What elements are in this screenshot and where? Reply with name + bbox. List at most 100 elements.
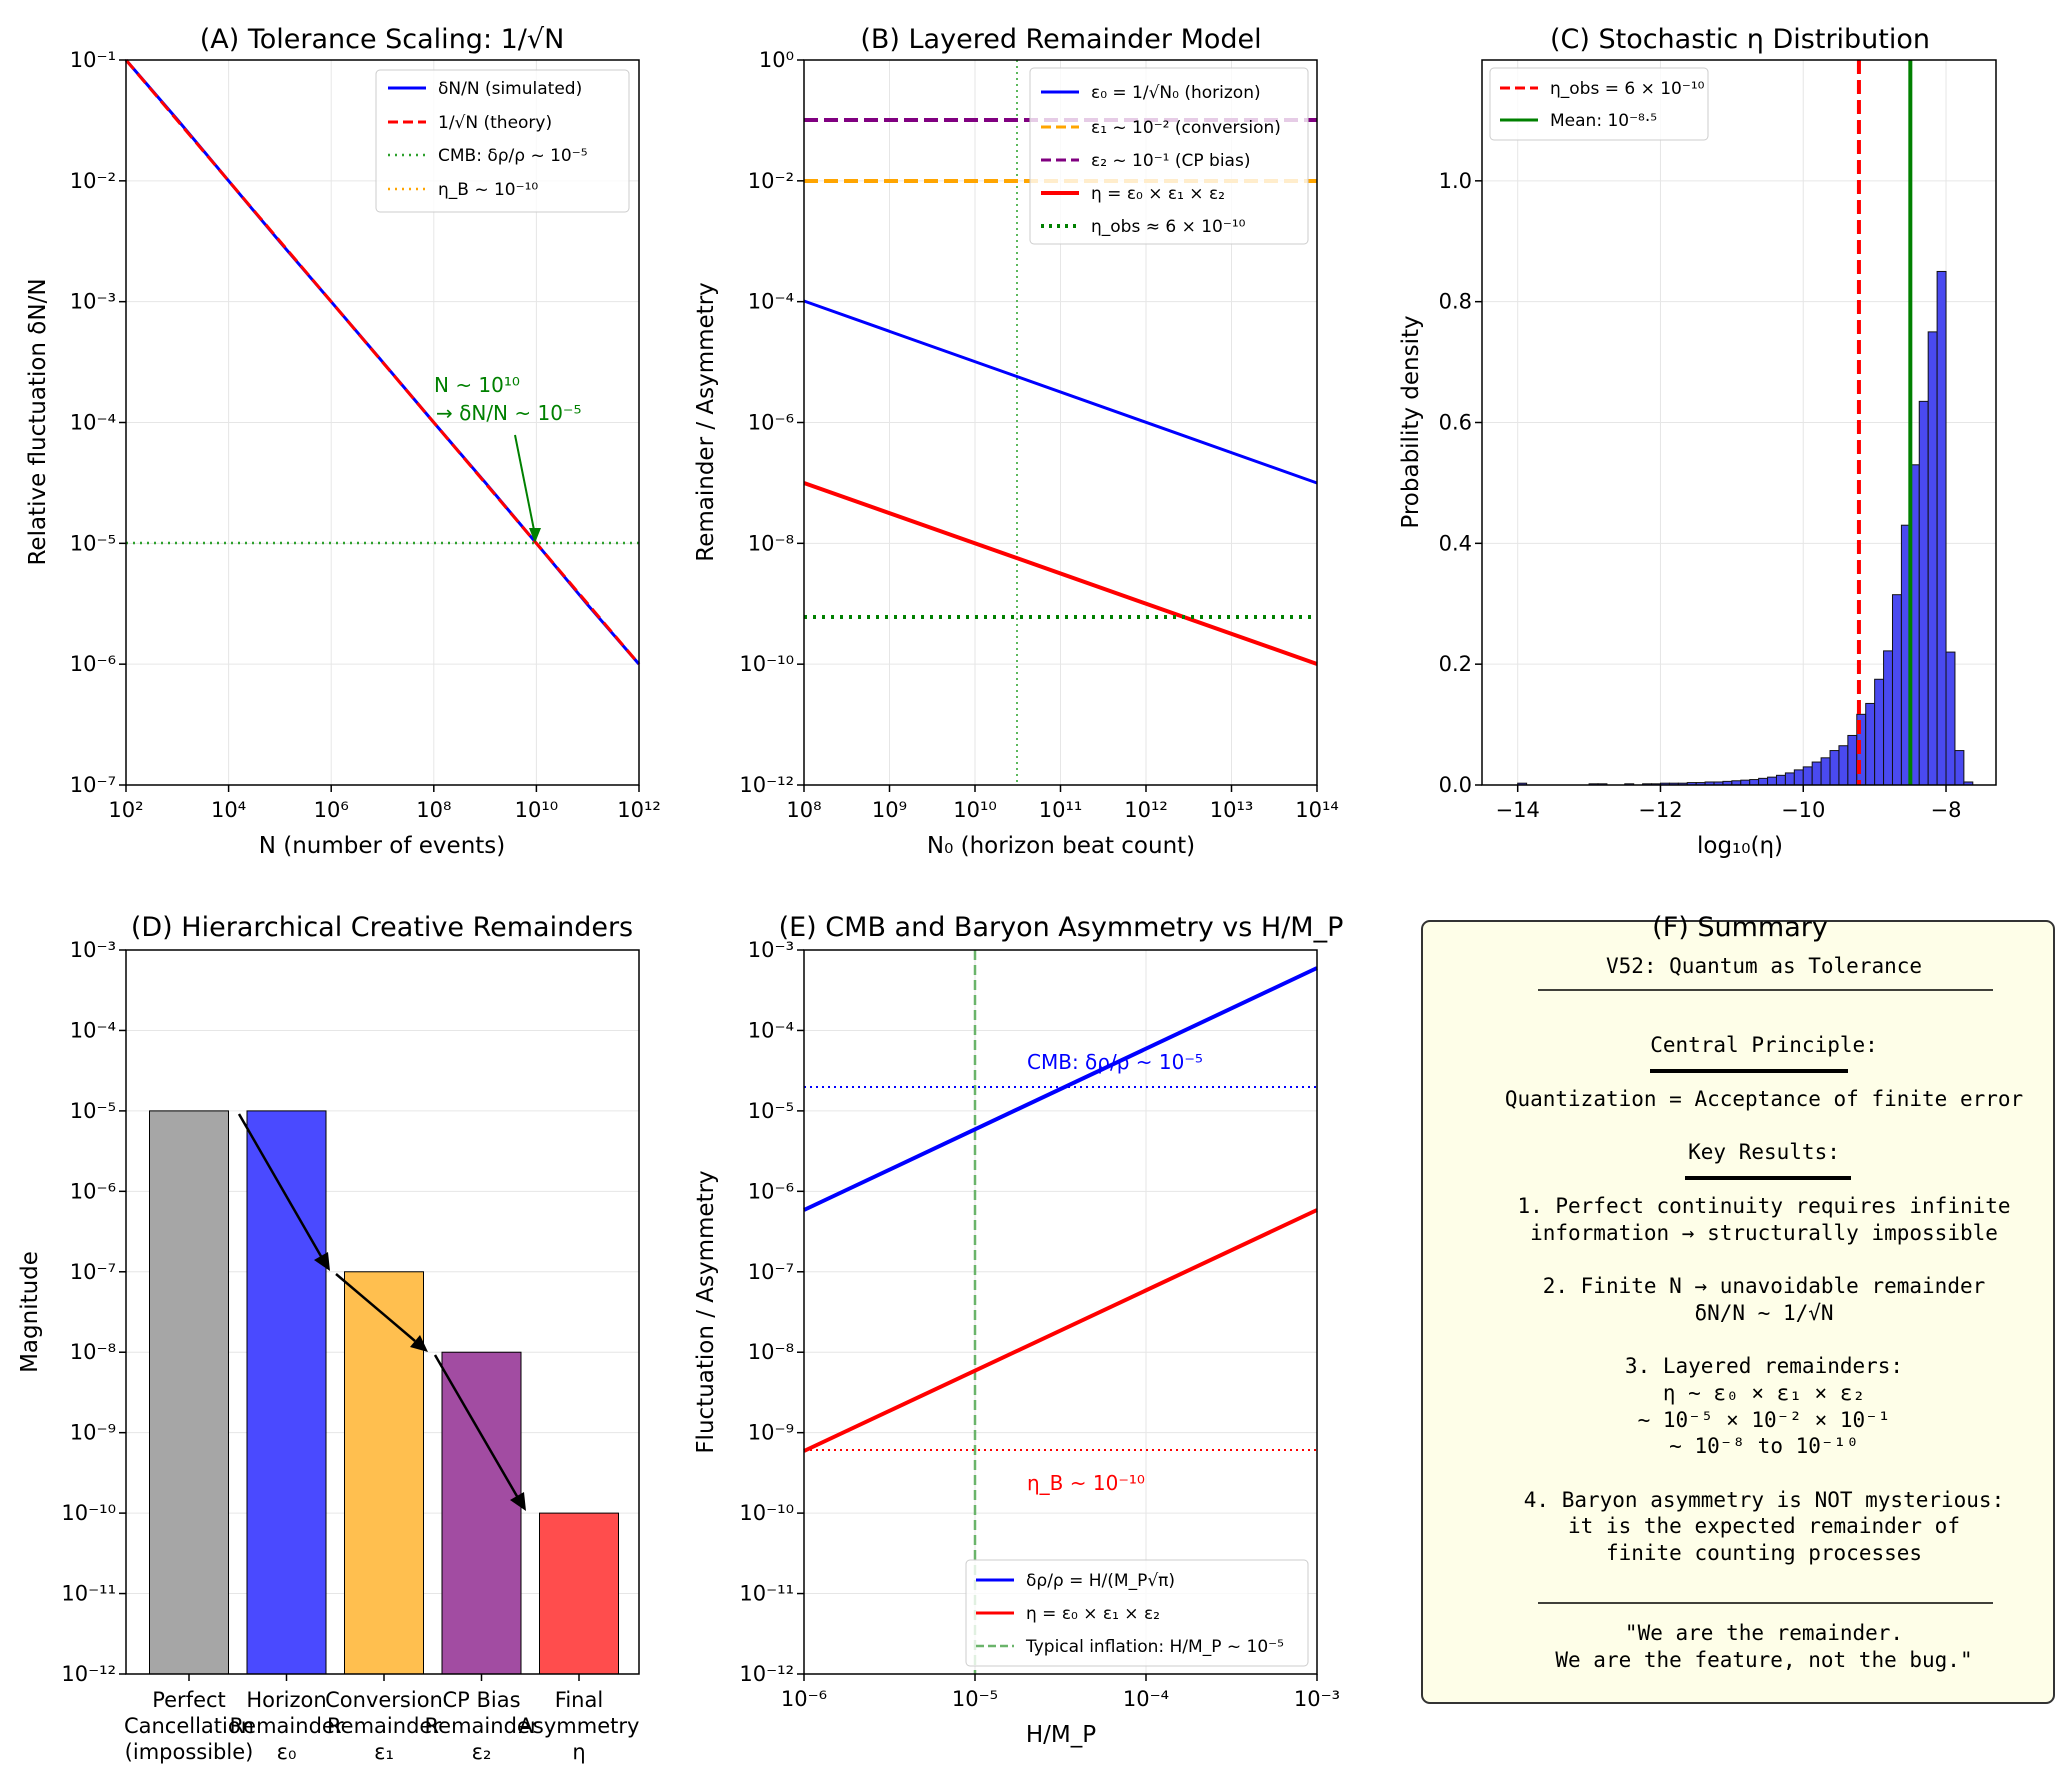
panel-e-legend-0: δρ/ρ = H/(M_P√π) (1026, 1571, 1175, 1591)
panel-e-yticks: 10⁻¹² 10⁻¹¹ 10⁻¹⁰ 10⁻⁹ 10⁻⁸ 10⁻⁷ 10⁻⁶ 10⁻⁵ 10⁻⁴ 1… (739, 938, 804, 1686)
y-tick-label-6: 10⁻⁶ (748, 1179, 794, 1203)
y-tick-label-3: 10⁻⁹ (748, 1421, 794, 1445)
panel-b-legend-0: ε₀ = 1/√N₀ (horizon) (1091, 83, 1261, 103)
histogram-bar (1749, 779, 1760, 786)
summary-result-3b: η ~ ε₀ × ε₁ × ε₂ (1663, 1381, 1865, 1405)
histogram-bar (1784, 772, 1795, 786)
panel-b-legend-4: η_obs ≈ 6 × 10⁻¹⁰ (1091, 217, 1246, 237)
category-label-0-1: Cancellation (124, 1714, 254, 1738)
bar-4 (539, 1512, 619, 1675)
histogram-bar (1767, 776, 1777, 786)
panel-e-legend-box (965, 1559, 1309, 1667)
panel-a-xticks: 10² 10⁴ 10⁶ 10⁸ 10¹⁰ 10¹² (108, 785, 661, 822)
y-tick-label-8: 10⁻⁴ (70, 1018, 116, 1042)
y-tick-label-2: 10⁻⁵ (70, 531, 116, 555)
histogram-bar (1775, 774, 1786, 786)
panel-e-cmb-label: CMB: δρ/ρ ~ 10⁻⁵ (1027, 1050, 1203, 1074)
histogram-bar (1829, 750, 1840, 786)
panel-b-xticks: 10⁸ 10⁹ 10¹⁰ 10¹¹ 10¹² 10¹³ 10¹⁴ (786, 785, 1339, 822)
x-tick-label-2: −10 (1781, 798, 1825, 822)
y-tick-label-1: 10⁻¹⁰ (739, 652, 794, 676)
x-tick-label-1: −12 (1638, 798, 1682, 822)
category-label-0-2: (impossible) (125, 1740, 254, 1764)
panel-a-legend-box (375, 69, 630, 213)
panel-c-legend: η_obs = 6 × 10⁻¹⁰ Mean: 10⁻⁸·⁵ (1489, 67, 1709, 141)
y-tick-label-7: 10⁻⁵ (70, 1099, 116, 1123)
panel-d: (D) Hierarchical Creative Remainders 10⁻… (17, 912, 640, 1764)
panel-e-eta-line (803, 1208, 1318, 1453)
category-label-4-1: Asymmetry (519, 1714, 640, 1738)
x-tick-label-3: 10⁻³ (1294, 1687, 1340, 1711)
y-tick-label-3: 10⁻⁶ (748, 411, 794, 435)
histogram-bar (1838, 745, 1849, 786)
x-tick-label-2: 10⁶ (314, 798, 349, 822)
panel-a-annotation-line1: N ~ 10¹⁰ (434, 373, 520, 397)
panel-b-legend: ε₀ = 1/√N₀ (horizon) ε₁ ~ 10⁻² (conversi… (1029, 67, 1309, 245)
summary-heading: V52: Quantum as Tolerance (1606, 954, 1922, 978)
histogram-bar (1802, 766, 1813, 786)
y-tick-label-8: 10⁻⁴ (748, 1018, 794, 1042)
y-tick-label-2: 10⁻¹⁰ (739, 1501, 794, 1525)
x-tick-label-4: 10¹⁰ (515, 798, 559, 822)
y-tick-label-9: 10⁻³ (70, 938, 116, 962)
panel-f-summary: (F) Summary V52: Quantum as Tolerance Ce… (1421, 912, 2055, 1704)
panel-d-bars (149, 1110, 619, 1675)
panel-e-ylabel: Fluctuation / Asymmetry (693, 1170, 719, 1453)
y-tick-label-6: 10⁰ (759, 48, 794, 72)
panel-d-arrowhead-2 (410, 1335, 428, 1352)
panel-d-ylabel: Magnitude (17, 1251, 43, 1373)
panel-b-legend-3: η = ε₀ × ε₁ × ε₂ (1091, 184, 1225, 204)
summary-result-3a: 3. Layered remainders: (1625, 1354, 1903, 1378)
category-label-2-2: ε₁ (374, 1740, 394, 1764)
x-tick-label-3: −8 (1931, 798, 1962, 822)
panel-d-arrow-2 (335, 1273, 416, 1342)
panel-e-etab-label: η_B ~ 10⁻¹⁰ (1027, 1471, 1145, 1495)
panel-e-legend-2: Typical inflation: H/M_P ~ 10⁻⁵ (1025, 1637, 1284, 1657)
x-tick-label-1: 10⁹ (872, 798, 907, 822)
panel-b-legend-2: ε₂ ~ 10⁻¹ (CP bias) (1091, 151, 1250, 171)
histogram-bar (1793, 769, 1804, 786)
y-tick-label-1: 10⁻¹¹ (739, 1582, 794, 1606)
summary-quote-2: We are the feature, not the bug." (1555, 1648, 1972, 1672)
y-tick-label-0: 10⁻¹² (739, 1662, 794, 1686)
summary-result-1a: 1. Perfect continuity requires infinite (1517, 1194, 2010, 1218)
histogram-bar (1954, 750, 1965, 786)
y-tick-label-1: 0.2 (1439, 652, 1472, 676)
category-label-1-2: ε₀ (277, 1740, 297, 1764)
panel-d-arrows (237, 1113, 526, 1511)
y-tick-label-5: 10⁻⁷ (70, 1260, 116, 1284)
summary-result-4a: 4. Baryon asymmetry is NOT mysterious: (1524, 1488, 2004, 1512)
y-tick-label-4: 10⁻⁸ (748, 1340, 794, 1364)
panel-d-frame (125, 949, 640, 1675)
panel-b: (B) Layered Remainder Model 10⁸ 10⁹ 10¹⁰ 10… (693, 24, 1339, 859)
panel-b-title: (B) Layered Remainder Model (860, 24, 1261, 55)
panel-b-eta-line (803, 481, 1318, 666)
panel-e-title: (E) CMB and Baryon Asymmetry vs H/M_P (779, 912, 1344, 943)
panel-a-legend-2: CMB: δρ/ρ ~ 10⁻⁵ (438, 146, 588, 166)
y-tick-label-1: 10⁻⁶ (70, 652, 116, 676)
panel-d-categories: PerfectCancellation(impossible)HorizonRe… (124, 1674, 639, 1764)
summary-result-3d: ~ 10⁻⁸ to 10⁻¹⁰ (1669, 1434, 1859, 1458)
histogram-bar (1918, 400, 1929, 786)
bar-3 (441, 1351, 522, 1675)
y-tick-label-2: 10⁻¹⁰ (61, 1501, 116, 1525)
panel-e-frame (803, 949, 1318, 1675)
panel-d-arrow-1 (237, 1113, 324, 1259)
category-label-2-0: Conversion (325, 1688, 443, 1712)
panel-b-horizon-line (803, 299, 1318, 485)
y-tick-label-5: 10⁻⁷ (748, 1260, 794, 1284)
y-tick-label-9: 10⁻³ (748, 938, 794, 962)
histogram-bar (1927, 331, 1938, 786)
panel-a-legend-1: 1/√N (theory) (438, 113, 552, 133)
histogram-bar (1891, 594, 1902, 786)
panel-a-title: (A) Tolerance Scaling: 1/√N (200, 24, 565, 55)
histogram-bar (1820, 757, 1831, 786)
panel-a-ylabel: Relative fluctuation δN/N (25, 278, 51, 565)
panel-d-yticks: 10⁻¹² 10⁻¹¹ 10⁻¹⁰ 10⁻⁹ 10⁻⁸ 10⁻⁷ 10⁻⁶ 10⁻⁵ 10⁻⁴ 1… (61, 938, 126, 1686)
panel-e-delta-rho-line (803, 966, 1318, 1212)
panel-c-xticks: −14 −12 −10 −8 (1496, 785, 1962, 822)
y-tick-label-4: 10⁻⁸ (70, 1340, 116, 1364)
x-tick-label-2: 10⁻⁴ (1123, 1687, 1169, 1711)
y-tick-label-5: 10⁻² (748, 169, 794, 193)
y-tick-label-3: 0.6 (1439, 411, 1472, 435)
